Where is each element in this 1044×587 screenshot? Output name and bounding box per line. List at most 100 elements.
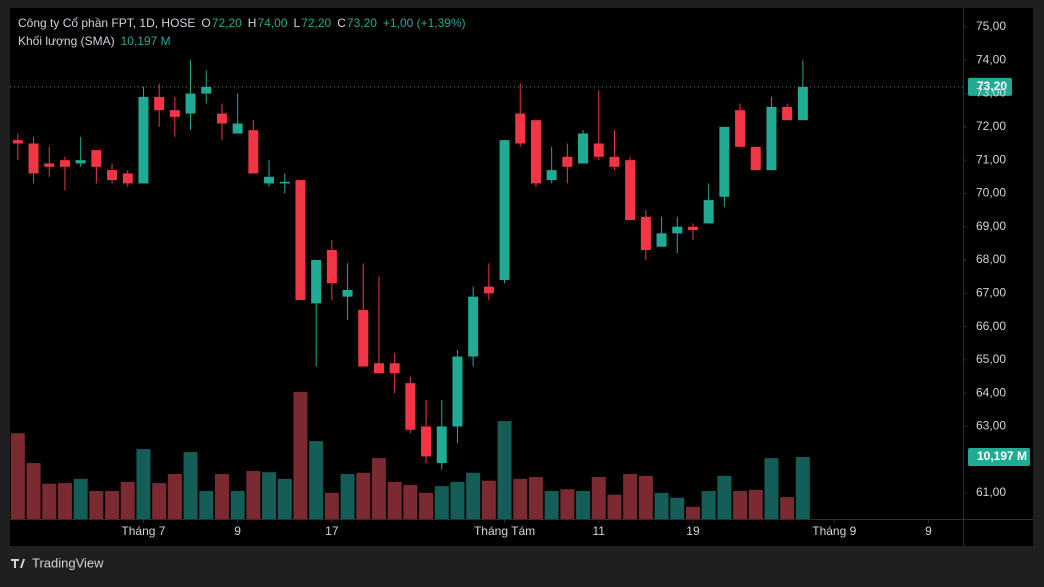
candle-body <box>44 163 55 167</box>
candle-body <box>326 250 337 284</box>
candle-body <box>389 363 400 374</box>
legend-value: 73,20 <box>347 16 377 30</box>
candle-body <box>515 113 526 144</box>
volume-bar <box>528 477 543 519</box>
volume-bar <box>670 497 685 519</box>
candle-body <box>154 96 165 111</box>
volume-legend-value: 10,197 M <box>121 34 171 48</box>
brand-name: TradingView <box>32 555 104 570</box>
chart-panel <box>10 8 1033 546</box>
candle-body <box>766 106 777 171</box>
legend-key: L <box>294 16 301 30</box>
candle-body <box>483 286 494 294</box>
legend-value: 72,20 <box>301 16 331 30</box>
volume-bar <box>764 458 779 519</box>
candle-body <box>719 126 730 197</box>
legend-key: H <box>248 16 257 30</box>
volume-bar <box>481 480 496 519</box>
candle-body <box>232 123 243 134</box>
y-tick-label: 75,00 <box>976 19 1006 33</box>
x-tick-label: Tháng Tám <box>474 524 535 538</box>
brand-icon <box>11 559 25 568</box>
x-tick-label: 9 <box>925 524 932 538</box>
volume-bar <box>89 491 104 519</box>
volume-bar <box>246 470 261 519</box>
candle-body <box>640 216 651 251</box>
candle-body <box>28 143 39 174</box>
x-tick-label: Tháng 9 <box>812 524 856 538</box>
header: Công ty Cổ phần FPT, 1D, HOSE O 72,20 H 74,0… <box>18 16 466 48</box>
legend-value: 74,00 <box>257 16 287 30</box>
volume-bar <box>544 491 559 519</box>
volume-bar <box>214 473 229 519</box>
y-tick-label: 69,00 <box>976 219 1006 233</box>
volume-bar <box>152 483 167 519</box>
volume-bar <box>309 441 324 519</box>
candle-body <box>248 130 259 174</box>
volume-bar <box>120 481 135 519</box>
candle-body <box>530 120 541 184</box>
x-tick-label: 11 <box>593 524 606 538</box>
candle-body <box>452 356 463 427</box>
candle-body <box>546 170 557 181</box>
brand-logo: TradingView <box>11 555 104 570</box>
candle-body <box>169 110 180 117</box>
candle-body <box>750 146 761 171</box>
volume-bar <box>199 491 214 519</box>
candle-body <box>687 226 698 231</box>
y-tick-label: 72,00 <box>976 119 1006 133</box>
volume-bar <box>450 481 465 519</box>
candle-body <box>593 143 604 157</box>
candle-body <box>216 113 227 124</box>
y-tick-label: 64,00 <box>976 385 1006 399</box>
candle-body <box>201 86 212 94</box>
volume-bar <box>733 491 748 519</box>
volume-bar <box>497 421 512 519</box>
volume-bar <box>701 491 716 519</box>
volume-bar <box>623 473 638 519</box>
volume-bar <box>230 491 245 519</box>
volume-bar <box>591 477 606 519</box>
candle-body <box>562 156 573 167</box>
volume-bar <box>73 478 88 519</box>
volume-bar <box>26 463 41 519</box>
candle-body <box>735 110 746 147</box>
candle-body <box>264 176 275 184</box>
marks: 73,20 10,197 M <box>10 60 1030 519</box>
volume-bar <box>42 483 57 519</box>
volume-bar <box>780 497 795 519</box>
volume-bar <box>136 449 151 519</box>
candle-body <box>12 140 23 144</box>
volume-bar <box>262 472 277 519</box>
last-price-label: 73,20 <box>977 79 1007 93</box>
candle-body <box>609 156 620 167</box>
candle-body <box>656 233 667 247</box>
volume-bar <box>717 475 732 519</box>
volume-bar <box>434 486 449 519</box>
volume-bar <box>387 481 402 519</box>
y-tick-label: 70,00 <box>976 186 1006 200</box>
volume-bar <box>371 458 386 519</box>
volume-title: Khối lượng (SMA) <box>18 34 115 48</box>
volume-bar <box>324 492 339 519</box>
volume-bar <box>356 472 371 519</box>
volume-bar <box>183 452 198 519</box>
candle-body <box>373 363 384 374</box>
x-tick-label: 17 <box>325 524 339 538</box>
volume-bar <box>638 475 653 519</box>
candle-body <box>672 226 683 234</box>
candle-body <box>797 86 808 121</box>
last-volume-box <box>968 447 1030 466</box>
volume-bar <box>105 491 120 519</box>
y-tick-label: 71,00 <box>976 152 1006 166</box>
candle-body <box>468 296 479 357</box>
candle-body <box>342 289 353 297</box>
candle-body <box>782 106 793 121</box>
candle-body <box>703 200 714 224</box>
volume-bar <box>277 478 292 519</box>
last-price-box <box>968 77 1012 96</box>
candle-body <box>279 181 290 184</box>
candle-body <box>91 150 102 167</box>
volume-bar <box>576 491 591 519</box>
volume-bar <box>419 492 434 519</box>
